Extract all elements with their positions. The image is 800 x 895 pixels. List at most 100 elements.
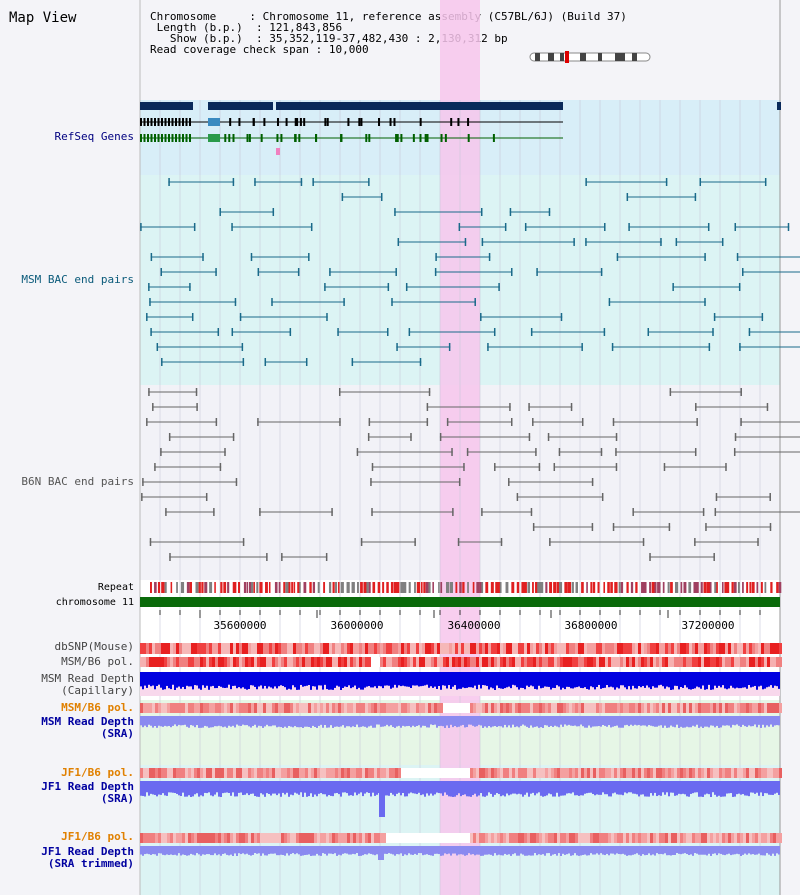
depth-bar <box>424 716 426 726</box>
depth-bar <box>286 846 288 854</box>
depth-bar <box>646 672 648 686</box>
heat-cell <box>476 703 479 713</box>
heat-cell <box>332 703 335 713</box>
heat-cell <box>284 833 287 843</box>
bac-end <box>524 223 527 231</box>
bac-end <box>611 343 614 351</box>
heat-cell <box>353 768 356 778</box>
depth-bar <box>374 781 376 796</box>
depth-bar <box>730 781 732 794</box>
refseq-genes-label[interactable]: RefSeq Genes <box>54 130 134 143</box>
heat-cell <box>629 703 632 713</box>
depth-bar <box>544 781 546 797</box>
depth-bar <box>200 781 202 796</box>
heat-cell <box>686 657 689 667</box>
depth-bar <box>746 846 748 855</box>
heat-cell <box>551 657 554 667</box>
depth-bar <box>266 781 268 794</box>
heat-cell <box>701 657 704 667</box>
bac-end <box>458 478 461 486</box>
bac-end <box>558 448 561 456</box>
gene-block <box>777 102 781 110</box>
ideogram-position-marker <box>565 51 569 63</box>
bac-end <box>528 433 531 441</box>
depth-bar <box>322 781 324 795</box>
heat-cell <box>320 703 323 713</box>
repeat-mark <box>760 582 763 593</box>
jf1-read-depth-sra-line2: (SRA) <box>100 792 134 805</box>
heat-cell <box>515 657 518 667</box>
exon <box>189 134 191 142</box>
depth-bar <box>470 672 472 688</box>
bac-end <box>356 448 359 456</box>
depth-bar <box>342 716 344 726</box>
heat-cell <box>275 833 278 843</box>
msm-bac-end-pairs-label[interactable]: MSM BAC end pairs <box>21 273 134 286</box>
heat-cell <box>377 768 380 778</box>
depth-bar <box>214 846 216 854</box>
depth-bar <box>700 781 702 797</box>
heat-cell <box>743 768 746 778</box>
bac-end <box>481 238 484 246</box>
heat-cell <box>548 833 551 843</box>
bac-end <box>494 463 496 471</box>
heat-cell <box>704 768 707 778</box>
heat-cell <box>494 833 497 843</box>
heat-cell <box>521 703 524 713</box>
depth-bar <box>426 716 428 728</box>
depth-bar <box>558 672 560 687</box>
depth-bar <box>190 846 192 854</box>
depth-bar <box>278 781 280 794</box>
depth-bar <box>692 672 694 689</box>
depth-bar <box>534 672 536 689</box>
depth-bar <box>576 846 578 856</box>
repeat-mark <box>285 582 289 593</box>
heat-cell <box>353 657 356 667</box>
b6n-bac-end-pairs-label[interactable]: B6N BAC end pairs <box>21 475 134 488</box>
depth-bar <box>254 716 256 725</box>
heat-cell <box>287 657 290 667</box>
bac-end <box>649 553 651 561</box>
depth-bar <box>710 716 712 726</box>
heat-cell <box>449 768 452 778</box>
depth-bar <box>254 846 256 854</box>
heat-cell <box>362 703 365 713</box>
heat-cell <box>434 643 437 654</box>
depth-bar <box>190 672 192 687</box>
depth-bar <box>654 716 656 727</box>
depth-bar <box>462 716 464 725</box>
heat-cell <box>770 768 773 778</box>
heat-cell <box>512 768 515 778</box>
chromosome-info: Chromosome : Chromosome 11, reference as… <box>150 10 627 56</box>
depth-bar <box>312 846 314 856</box>
depth-bar <box>670 846 672 856</box>
heat-cell <box>290 833 293 843</box>
depth-bar <box>270 781 272 796</box>
depth-bar <box>278 846 280 856</box>
depth-bar <box>206 846 208 855</box>
repeat-mark <box>445 582 450 593</box>
depth-bar <box>150 846 152 855</box>
heat-cell <box>602 833 605 843</box>
depth-bar <box>706 716 708 727</box>
repeat-mark <box>567 582 572 593</box>
depth-bar <box>350 781 352 796</box>
heat-cell <box>239 703 242 713</box>
depth-bar <box>758 846 760 854</box>
depth-bar <box>210 716 212 728</box>
heat-cell <box>569 768 572 778</box>
depth-bar <box>552 716 554 728</box>
depth-bar <box>504 846 506 854</box>
heat-cell <box>182 643 185 654</box>
heat-cell <box>422 643 425 654</box>
bac-end <box>553 463 556 471</box>
depth-bar <box>540 846 542 855</box>
heat-cell <box>563 768 566 778</box>
exon <box>419 134 422 142</box>
depth-spike <box>379 781 385 817</box>
repeat-mark <box>332 582 335 593</box>
heat-cell <box>314 833 317 843</box>
bac-end <box>161 358 163 366</box>
heat-cell <box>506 643 509 654</box>
